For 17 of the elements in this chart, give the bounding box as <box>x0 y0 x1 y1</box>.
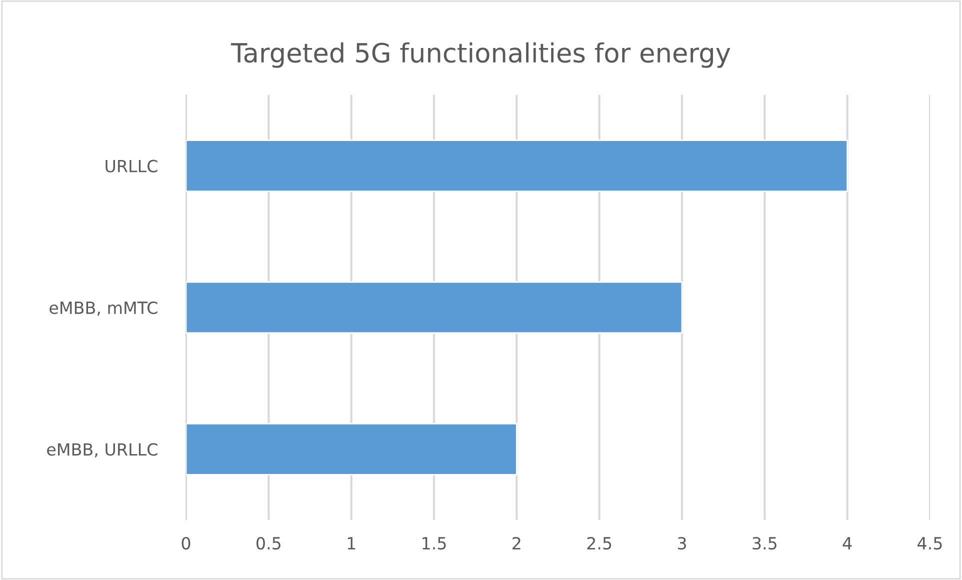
y-tick-label: URLLC <box>106 160 158 172</box>
bar <box>186 140 848 192</box>
x-tick-label: 0 <box>182 536 190 550</box>
x-tick-label: 1 <box>348 537 356 550</box>
x-tick-label: 2.5 <box>587 536 612 550</box>
x-tick-label: 3 <box>678 536 686 550</box>
x-tick-label: 4 <box>842 537 852 550</box>
x-tick-label: 2 <box>512 536 520 550</box>
y-tick-label: eMBB, mMTC <box>50 301 158 316</box>
y-tick-label: eMBB, URLLC <box>47 443 158 458</box>
x-tick-label: 0.5 <box>256 536 280 550</box>
x-tick-label: 4.5 <box>918 537 942 550</box>
chart-title: Targeted 5G functionalities for energy <box>230 42 730 68</box>
x-tick-label: 3.5 <box>752 536 776 550</box>
bar <box>186 281 683 334</box>
x-tick-label: 1.5 <box>422 537 446 550</box>
bar <box>186 422 518 476</box>
